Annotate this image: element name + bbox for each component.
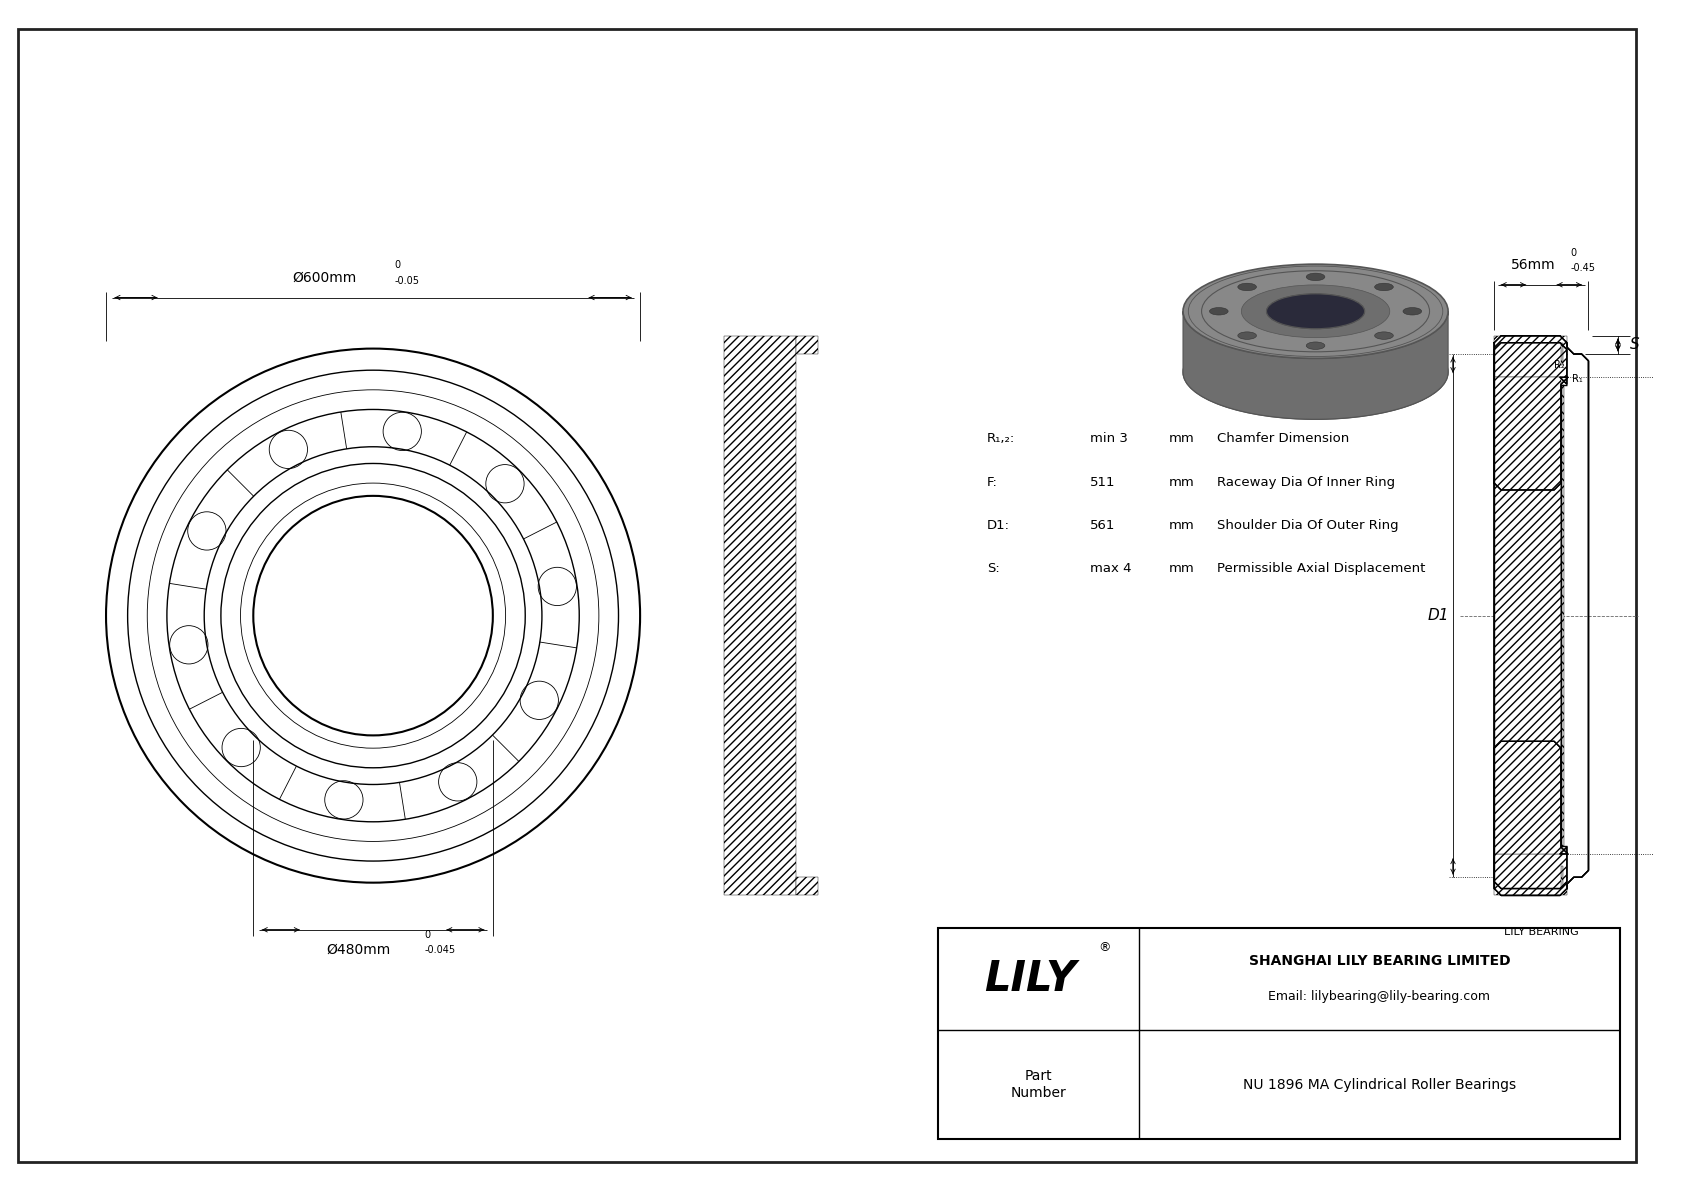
Ellipse shape [1266, 294, 1364, 329]
Ellipse shape [1209, 307, 1228, 314]
Text: Shoulder Dia Of Outer Ring: Shoulder Dia Of Outer Ring [1218, 519, 1399, 532]
Bar [1494, 336, 1566, 378]
Text: 0: 0 [1571, 248, 1576, 258]
Ellipse shape [1241, 285, 1389, 338]
Text: 0: 0 [424, 930, 429, 940]
Text: F:: F: [987, 475, 997, 488]
Text: SHANGHAI LILY BEARING LIMITED: SHANGHAI LILY BEARING LIMITED [1248, 954, 1511, 968]
Text: S:: S: [987, 562, 999, 575]
Ellipse shape [1238, 332, 1256, 339]
Bar [1494, 378, 1561, 854]
Text: S: S [1630, 337, 1639, 353]
Polygon shape [1184, 311, 1448, 419]
Text: 0: 0 [394, 260, 401, 270]
Bar [1561, 385, 1564, 846]
Ellipse shape [1307, 273, 1325, 281]
Text: min 3: min 3 [1090, 432, 1128, 445]
Text: Part
Number: Part Number [1010, 1070, 1066, 1099]
Bar [938, 928, 1620, 1139]
Ellipse shape [1238, 283, 1256, 291]
Text: R₂: R₂ [1554, 361, 1564, 370]
Text: 511: 511 [1090, 475, 1115, 488]
Text: Raceway Dia Of Inner Ring: Raceway Dia Of Inner Ring [1218, 475, 1396, 488]
Text: -0.45: -0.45 [1571, 263, 1596, 273]
Text: mm: mm [1169, 432, 1194, 445]
Ellipse shape [1184, 264, 1448, 358]
Ellipse shape [1374, 283, 1393, 291]
Ellipse shape [1266, 294, 1364, 329]
Bar [724, 336, 797, 896]
Text: D1: D1 [1428, 609, 1448, 623]
Text: D1:: D1: [987, 519, 1010, 532]
Bar [797, 878, 818, 896]
Text: ®: ® [1098, 941, 1111, 954]
Bar [797, 336, 818, 354]
Bar [1494, 854, 1566, 896]
Text: -0.05: -0.05 [394, 276, 419, 286]
Text: Permissible Axial Displacement: Permissible Axial Displacement [1218, 562, 1426, 575]
Text: LILY: LILY [983, 958, 1076, 1000]
Ellipse shape [1184, 325, 1448, 419]
Text: Ø480mm: Ø480mm [327, 942, 391, 956]
Text: Ø600mm: Ø600mm [291, 270, 355, 285]
Text: mm: mm [1169, 562, 1194, 575]
Text: mm: mm [1169, 475, 1194, 488]
Text: mm: mm [1169, 519, 1194, 532]
Text: Chamfer Dimension: Chamfer Dimension [1218, 432, 1349, 445]
Text: -0.045: -0.045 [424, 944, 455, 954]
Text: Email: lilybearing@lily-bearing.com: Email: lilybearing@lily-bearing.com [1268, 990, 1490, 1003]
Bar [1561, 866, 1563, 888]
Text: LILY BEARING: LILY BEARING [1504, 927, 1578, 937]
Text: 56mm: 56mm [1511, 258, 1556, 272]
Text: 561: 561 [1090, 519, 1115, 532]
Ellipse shape [1307, 342, 1325, 349]
Ellipse shape [1403, 307, 1421, 314]
Text: NU 1896 MA Cylindrical Roller Bearings: NU 1896 MA Cylindrical Roller Bearings [1243, 1078, 1516, 1091]
Text: max 4: max 4 [1090, 562, 1132, 575]
Ellipse shape [1374, 332, 1393, 339]
Bar [1561, 343, 1563, 364]
Text: R₁,₂:: R₁,₂: [987, 432, 1015, 445]
Text: R₁: R₁ [1571, 374, 1583, 384]
